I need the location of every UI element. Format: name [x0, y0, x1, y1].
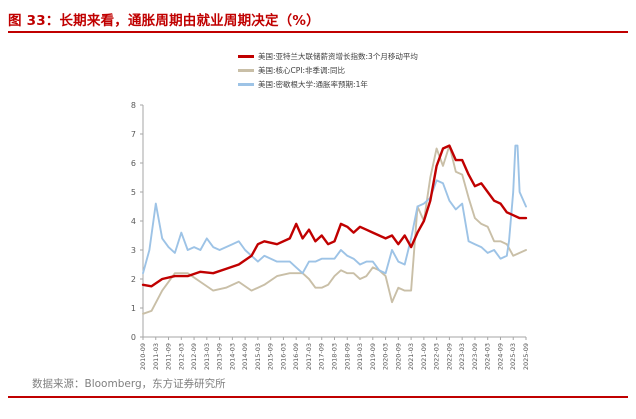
- data-source-note: 数据来源：Bloomberg，东方证券研究所: [32, 378, 226, 390]
- x-tick-label: 2020-03: [382, 343, 390, 370]
- x-tick-label: 2017-09: [318, 343, 326, 370]
- footer-divider: [8, 396, 628, 398]
- y-tick-label: 3: [131, 246, 136, 255]
- series-line-wage-growth-line: [141, 144, 528, 288]
- legend-item-inflation-expectation: 美国:密歇根大学:通胀率预期:1年: [238, 77, 418, 91]
- x-tick-label: 2018-09: [343, 343, 351, 370]
- x-tick-label: 2014-03: [228, 343, 236, 370]
- x-tick-label: 2010-09: [139, 343, 147, 370]
- x-tick-label: 2017-03: [305, 343, 313, 370]
- x-tick-label: 2015-09: [267, 343, 275, 370]
- legend-label-inflation-expectation: 美国:密歇根大学:通胀率预期:1年: [258, 79, 368, 89]
- legend-swatch-core-cpi: [238, 68, 254, 72]
- x-tick-label: 2013-03: [203, 343, 211, 370]
- x-tick-label: 2021-03: [407, 343, 415, 370]
- y-tick-label: 4: [131, 217, 136, 226]
- x-tick-label: 2022-09: [445, 343, 453, 370]
- x-tick-label: 2016-09: [292, 343, 300, 370]
- x-tick-label: 2011-03: [152, 343, 160, 370]
- x-tick-label: 2025-09: [522, 343, 530, 370]
- x-tick-label: 2022-03: [433, 343, 441, 370]
- x-tick-label: 2021-09: [420, 343, 428, 370]
- y-tick-label: 0: [131, 333, 136, 342]
- x-tick-label: 2019-09: [369, 343, 377, 370]
- y-tick-label: 8: [131, 101, 136, 110]
- figure-title: 图 33：长期来看，通胀周期由就业周期决定（%）: [8, 13, 320, 29]
- x-tick-label: 2023-03: [458, 343, 466, 370]
- x-tick-label: 2019-03: [356, 343, 364, 370]
- x-tick-label: 2023-09: [471, 343, 479, 370]
- y-tick-label: 5: [131, 188, 136, 197]
- series-line-core-cpi-line: [142, 144, 527, 315]
- title-divider: [8, 31, 628, 33]
- legend-swatch-inflation-expectation: [238, 82, 254, 86]
- y-tick-label: 7: [131, 130, 136, 139]
- x-tick-label: 2020-09: [394, 343, 402, 370]
- series-line-inflation-expectation-line: [142, 144, 527, 275]
- x-tick-label: 2012-03: [177, 343, 185, 370]
- legend-swatch-wage-growth: [238, 54, 254, 58]
- x-tick-label: 2018-03: [331, 343, 339, 370]
- x-tick-label: 2016-03: [279, 343, 287, 370]
- x-tick-label: 2025-03: [509, 343, 517, 370]
- legend: 美国:亚特兰大联储薪资增长指数:3个月移动平均 美国:核心CPI:非季调:同比 …: [238, 49, 418, 91]
- legend-label-wage-growth: 美国:亚特兰大联储薪资增长指数:3个月移动平均: [258, 51, 418, 61]
- x-tick-label: 2015-03: [254, 343, 262, 370]
- x-tick-label: 2024-03: [484, 343, 492, 370]
- legend-label-core-cpi: 美国:核心CPI:非季调:同比: [258, 65, 346, 75]
- x-tick-label: 2013-09: [216, 343, 224, 370]
- legend-item-core-cpi: 美国:核心CPI:非季调:同比: [238, 63, 418, 77]
- legend-item-wage-growth: 美国:亚特兰大联储薪资增长指数:3个月移动平均: [238, 49, 418, 63]
- x-tick-label: 2012-09: [190, 343, 198, 370]
- y-tick-label: 2: [131, 275, 136, 284]
- y-tick-label: 6: [131, 159, 136, 168]
- x-tick-label: 2014-09: [241, 343, 249, 370]
- x-tick-label: 2024-09: [496, 343, 504, 370]
- y-tick-label: 1: [131, 304, 136, 313]
- x-tick-label: 2011-09: [165, 343, 173, 370]
